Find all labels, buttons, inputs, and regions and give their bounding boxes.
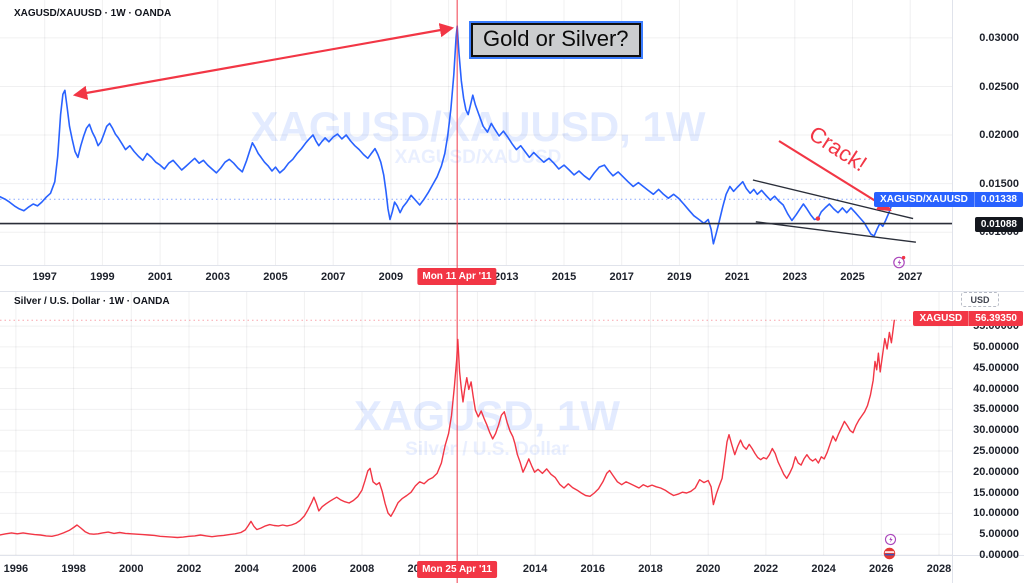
price-tick: 0.02500 (979, 80, 1019, 93)
event-date-label-bottom: Mon 25 Apr '11 (417, 561, 497, 578)
silver-series-line[interactable] (0, 319, 895, 539)
currency-toggle-button[interactable]: USD (961, 292, 999, 307)
time-tick: 1998 (61, 563, 86, 575)
ratio-price-value: 0.01338 (973, 192, 1023, 207)
time-tick: 1997 (32, 271, 57, 283)
time-tick: 2001 (147, 271, 173, 283)
time-tick: 2003 (205, 271, 231, 283)
time-tick: 2002 (176, 563, 202, 575)
trend-line[interactable] (755, 221, 916, 243)
bottom-panel-legend[interactable]: Silver / U.S. Dollar · 1W · OANDA (14, 296, 170, 307)
time-tick: 2025 (840, 271, 865, 283)
price-tick: 0.03000 (979, 31, 1019, 44)
price-tick: 5.00000 (979, 528, 1019, 541)
marker-dot (815, 216, 821, 221)
lightning-event-icon[interactable] (892, 255, 906, 269)
time-tick: 1999 (90, 271, 115, 283)
time-tick: 2000 (119, 563, 144, 575)
time-tick: 2028 (926, 563, 952, 575)
ratio-last-price-label: XAGUSD/XAUUSD 0.01338 (874, 192, 1023, 207)
ratio-series-line[interactable] (0, 25, 896, 245)
silver-last-price-label: XAGUSD 56.39350 (913, 311, 1023, 326)
lightning-event-icon[interactable] (884, 533, 897, 546)
price-tick: 25.00000 (973, 445, 1019, 457)
time-tick: 2004 (234, 563, 259, 575)
silver-symbol-label: XAGUSD (913, 311, 969, 326)
time-tick: 2009 (378, 271, 404, 283)
time-tick: 2018 (638, 563, 663, 575)
time-tick: 2007 (320, 271, 346, 283)
price-tick: 0.02000 (979, 129, 1019, 141)
time-tick: 2026 (869, 563, 894, 575)
price-tick: 40.00000 (973, 382, 1019, 395)
price-tick: 50.00000 (973, 340, 1019, 353)
time-tick: 1996 (3, 563, 29, 575)
top-watermark-subtitle: XAGUSD/XAUUSD (394, 147, 562, 168)
time-tick: 2014 (522, 563, 548, 575)
price-tick: 0.00000 (979, 549, 1019, 561)
hline-price-value: 0.01088 (974, 217, 1023, 232)
event-date-label-top: Mon 11 Apr '11 (417, 268, 497, 285)
time-tick: 2024 (811, 563, 836, 575)
top-panel-legend[interactable]: XAGUSD/XAUUSD · 1W · OANDA (14, 8, 172, 19)
time-tick: 2020 (695, 563, 721, 575)
economic-event-flag-icon[interactable] (883, 547, 896, 560)
time-axis-bottom[interactable]: 1996199820002002200420062008201020122014… (0, 555, 952, 583)
crack-arrow[interactable] (778, 140, 892, 212)
time-tick: 2021 (724, 271, 750, 283)
price-tick: 45.00000 (973, 361, 1019, 374)
time-tick: 2019 (667, 271, 692, 283)
hline-price-label: 0.01088 (974, 217, 1023, 232)
time-tick: 2022 (753, 563, 779, 575)
ratio-symbol-label: XAGUSD/XAUUSD (874, 192, 974, 207)
gold-or-silver-textbox[interactable]: Gold or Silver? (471, 23, 641, 57)
trend-line[interactable] (752, 179, 914, 220)
time-tick: 2016 (580, 563, 606, 575)
time-tick: 2027 (897, 271, 923, 283)
price-scale-bottom[interactable]: 55.00000 50.00000 45.00000 40.00000 35.00000… (952, 292, 1024, 561)
bottom-watermark-title: XAGUSD, 1W (353, 392, 621, 439)
time-tick: 2006 (292, 563, 317, 575)
time-tick: 2017 (609, 271, 634, 283)
time-tick: 2005 (263, 271, 288, 283)
price-tick: 30.00000 (973, 424, 1019, 437)
time-tick: 2023 (782, 271, 808, 283)
time-tick: 2015 (551, 271, 577, 283)
peak-comparison-arrow[interactable] (72, 23, 455, 100)
time-tick: 2008 (349, 563, 375, 575)
silver-price-value: 56.39350 (968, 311, 1023, 326)
price-tick: 35.00000 (973, 403, 1019, 416)
time-tick: 2013 (494, 271, 519, 283)
price-tick: 15.00000 (973, 486, 1019, 499)
price-tick: 20.00000 (973, 465, 1019, 478)
price-tick: 0.01500 (979, 177, 1019, 190)
price-tick: 10.00000 (973, 507, 1019, 520)
